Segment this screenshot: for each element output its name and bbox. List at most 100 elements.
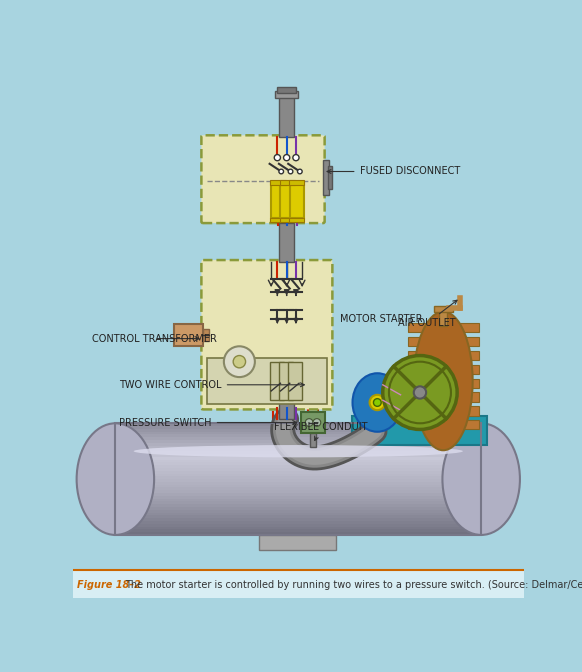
Bar (328, 166, 332, 190)
Bar (115, 493, 481, 497)
Bar (115, 479, 481, 482)
Bar (259, 535, 336, 550)
Bar (352, 415, 487, 445)
Bar (115, 454, 481, 458)
Bar (115, 510, 481, 513)
Bar (115, 443, 481, 446)
Bar (271, 218, 286, 222)
Ellipse shape (134, 445, 463, 458)
Bar (300, 412, 325, 433)
Bar (407, 351, 479, 360)
Bar (115, 491, 481, 494)
Ellipse shape (370, 395, 385, 410)
Bar (115, 429, 481, 433)
Bar (115, 504, 481, 508)
Bar (289, 180, 304, 185)
Bar (115, 451, 481, 455)
Bar (434, 306, 452, 312)
Bar (407, 323, 479, 333)
Bar (115, 518, 481, 521)
Ellipse shape (414, 386, 426, 398)
Ellipse shape (313, 419, 321, 426)
Bar (115, 426, 481, 429)
Bar (115, 532, 481, 536)
Bar (115, 448, 481, 452)
Ellipse shape (442, 423, 520, 535)
Bar (323, 160, 329, 195)
Bar (115, 435, 481, 438)
Ellipse shape (279, 169, 283, 174)
Bar (407, 378, 479, 388)
Bar (115, 482, 481, 485)
Bar (115, 513, 481, 516)
Bar (115, 521, 481, 525)
Bar (271, 183, 285, 218)
Text: MOTOR STARTER: MOTOR STARTER (340, 314, 423, 325)
Ellipse shape (383, 355, 457, 429)
Bar (115, 440, 481, 444)
Ellipse shape (374, 398, 381, 407)
Bar (279, 223, 294, 261)
Bar (279, 95, 294, 137)
Bar (290, 183, 304, 218)
Text: CONTROL TRANSFORMER: CONTROL TRANSFORMER (92, 333, 217, 343)
Bar (115, 523, 481, 528)
Text: Figure 18–2: Figure 18–2 (77, 580, 145, 590)
Ellipse shape (274, 155, 281, 161)
Bar (115, 487, 481, 491)
Bar (280, 180, 295, 185)
Text: AIR OUTLET: AIR OUTLET (398, 300, 457, 328)
Bar (115, 474, 481, 477)
Text: FUSED DISCONNECT: FUSED DISCONNECT (327, 167, 460, 177)
Bar (407, 407, 479, 415)
Bar (310, 433, 316, 447)
Bar (115, 457, 481, 460)
Ellipse shape (414, 312, 473, 450)
Bar (407, 420, 479, 429)
Bar (115, 476, 481, 480)
Bar (115, 527, 481, 530)
Bar (269, 362, 283, 401)
Bar (115, 423, 481, 427)
Bar (73, 571, 524, 598)
Bar (279, 381, 294, 419)
Bar (115, 460, 481, 463)
FancyBboxPatch shape (201, 135, 325, 223)
Ellipse shape (305, 419, 313, 426)
Bar (115, 515, 481, 519)
Bar (279, 362, 293, 401)
Bar (115, 465, 481, 469)
Bar (115, 507, 481, 511)
Ellipse shape (233, 355, 246, 368)
Bar (439, 310, 447, 325)
Bar (115, 437, 481, 441)
Ellipse shape (288, 169, 293, 174)
Bar (115, 471, 481, 474)
Bar (203, 329, 209, 341)
Bar (115, 462, 481, 466)
Bar (115, 501, 481, 505)
Text: FLEXIBLE CONDUIT: FLEXIBLE CONDUIT (274, 422, 368, 440)
Bar (207, 358, 327, 404)
Bar (115, 485, 481, 489)
Text: The motor starter is controlled by running two wires to a pressure switch. (Sour: The motor starter is controlled by runni… (126, 580, 582, 590)
Bar (115, 431, 481, 435)
FancyBboxPatch shape (201, 260, 332, 409)
Text: PRESSURE SWITCH: PRESSURE SWITCH (119, 417, 297, 427)
Bar (115, 446, 481, 449)
Ellipse shape (297, 169, 302, 174)
Bar (115, 496, 481, 499)
Bar (281, 183, 294, 218)
Bar (289, 218, 304, 222)
Bar (407, 392, 479, 402)
Ellipse shape (293, 155, 299, 161)
Bar (407, 337, 479, 346)
Bar (271, 180, 286, 185)
Ellipse shape (77, 423, 154, 535)
Bar (407, 365, 479, 374)
Bar (280, 218, 295, 222)
Ellipse shape (224, 346, 255, 377)
Bar (288, 362, 302, 401)
Text: TWO WIRE CONTROL: TWO WIRE CONTROL (119, 380, 304, 390)
Bar (275, 91, 299, 98)
